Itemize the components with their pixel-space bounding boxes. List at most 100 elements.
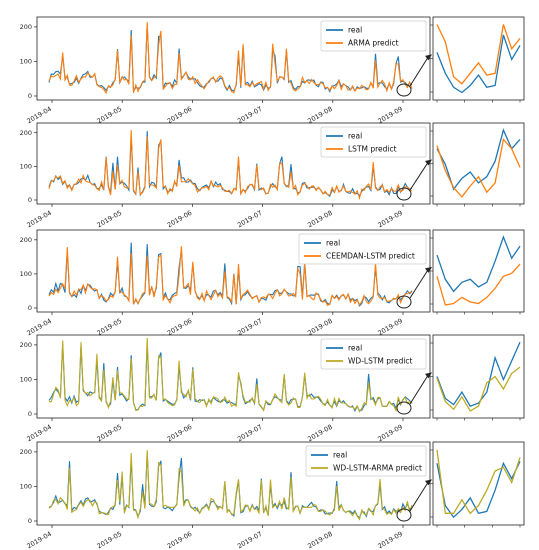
panel-2: 0 100 200 2019-04 2019-05 2019-06 2019-07 2019-… (20, 122, 525, 230)
legend-box (320, 126, 427, 158)
y-tick-label: 100 (20, 163, 32, 171)
connector-line (409, 57, 429, 87)
y-tick-label: 200 (20, 236, 32, 244)
panel-4: 0 100 200 2019-04 2019-05 2019-06 2019-07 2019-… (20, 334, 525, 444)
x-tick-label: 2019-07 (236, 423, 264, 444)
y-tick-label: 200 (20, 341, 32, 349)
y-tick-label: 0 (28, 304, 32, 312)
connector-arrowhead (425, 54, 432, 61)
connector-arrowhead (425, 266, 432, 273)
y-tick-label: 100 (20, 58, 32, 66)
x-tick-label: 2019-08 (306, 530, 334, 550)
legend-box (298, 233, 427, 265)
series-predict-line (48, 130, 413, 201)
panel-5: 0 100 200 2019-04 2019-05 2019-06 2019-07 2019-… (20, 441, 525, 550)
y-tick-label: 100 (20, 270, 32, 278)
main-axes-frame (36, 441, 431, 526)
connector-line (409, 269, 429, 299)
x-tick-label: 2019-08 (306, 209, 334, 230)
y-tick-label: 0 (28, 92, 32, 100)
legend-label: WD-LSTM predict (348, 357, 413, 366)
zoom-region-marker (396, 295, 412, 309)
x-tick-label: 2019-08 (306, 105, 334, 126)
legend-box (320, 338, 427, 370)
legend-label: LSTM predict (348, 145, 397, 154)
x-tick-label: 2019-05 (96, 105, 124, 126)
x-tick-label: 2019-09 (376, 105, 404, 126)
legend-label: real (348, 344, 362, 353)
connector-line (409, 375, 429, 405)
legend-box (320, 20, 427, 52)
x-tick-label: 2019-07 (236, 209, 264, 230)
legend-label: ARMA predict (348, 39, 399, 48)
legend-label: real (333, 451, 347, 460)
zoom-axes-frame (432, 16, 525, 101)
x-tick-label: 2019-06 (166, 209, 194, 230)
x-tick-label: 2019-06 (166, 317, 194, 338)
connector-line (409, 482, 429, 512)
panel-3: 0 100 200 2019-04 2019-05 2019-06 2019-07 2019-… (20, 229, 525, 338)
zoom-predict-line (436, 449, 521, 515)
series-predict-line (48, 450, 413, 521)
x-tick-label: 2019-09 (376, 317, 404, 338)
x-tick-label: 2019-05 (96, 209, 124, 230)
series-predict-line (49, 337, 413, 413)
x-tick-label: 2019-07 (236, 530, 264, 550)
series-predict-line (48, 22, 413, 95)
main-axes-frame (36, 229, 431, 313)
main-axes-frame (36, 16, 431, 101)
x-tick-label: 2019-04 (25, 209, 53, 230)
connector-arrowhead (425, 159, 432, 166)
zoom-region-marker (396, 187, 412, 201)
connector-arrowhead (425, 372, 432, 379)
legend-label: real (326, 239, 340, 248)
x-tick-label: 2019-06 (166, 105, 194, 126)
zoom-predict-line (436, 263, 521, 306)
legend-label: real (348, 132, 362, 141)
x-tick-label: 2019-07 (236, 317, 264, 338)
x-tick-label: 2019-09 (376, 530, 404, 550)
zoom-region-marker (396, 83, 412, 97)
main-axes-frame (36, 122, 431, 205)
y-tick-label: 100 (20, 376, 32, 384)
connector-arrowhead (425, 479, 432, 486)
main-axes-frame (36, 334, 431, 419)
x-tick-label: 2019-04 (25, 530, 53, 550)
x-tick-label: 2019-05 (96, 423, 124, 444)
legend-label: real (348, 26, 362, 35)
zoom-real-line (436, 341, 521, 407)
legend-label: CEEMDAN-LSTM predict (326, 252, 415, 261)
x-tick-label: 2019-06 (166, 423, 194, 444)
x-tick-label: 2019-04 (25, 105, 53, 126)
x-tick-label: 2019-07 (236, 105, 264, 126)
x-tick-label: 2019-08 (306, 317, 334, 338)
x-tick-label: 2019-05 (96, 530, 124, 550)
y-tick-label: 100 (20, 483, 32, 491)
zoom-predict-line (436, 366, 521, 412)
legend-label: WD-LSTM-ARMA predict (333, 464, 422, 473)
y-tick-label: 0 (28, 410, 32, 418)
zoom-predict-line (436, 24, 521, 85)
x-tick-label: 2019-09 (376, 423, 404, 444)
x-tick-label: 2019-09 (376, 209, 404, 230)
x-tick-label: 2019-08 (306, 423, 334, 444)
zoom-real-line (436, 461, 521, 519)
y-tick-label: 200 (20, 23, 32, 31)
zoom-region-marker (396, 401, 412, 415)
zoom-real-line (436, 34, 521, 94)
series-predict-line (48, 246, 412, 307)
y-tick-label: 200 (20, 448, 32, 456)
zoom-axes-frame (432, 122, 525, 205)
y-tick-label: 200 (20, 129, 32, 137)
panel-1: 0 100 200 2019-04 2019-05 2019-06 2019-07 2019-… (20, 16, 525, 126)
x-tick-label: 2019-05 (96, 317, 124, 338)
zoom-real-line (436, 235, 521, 293)
connector-line (409, 162, 429, 191)
zoom-predict-line (436, 137, 521, 198)
x-tick-label: 2019-04 (25, 423, 53, 444)
y-tick-label: 0 (28, 196, 32, 204)
series-real-line (48, 242, 413, 307)
y-tick-label: 0 (28, 517, 32, 525)
x-tick-label: 2019-04 (25, 317, 53, 338)
